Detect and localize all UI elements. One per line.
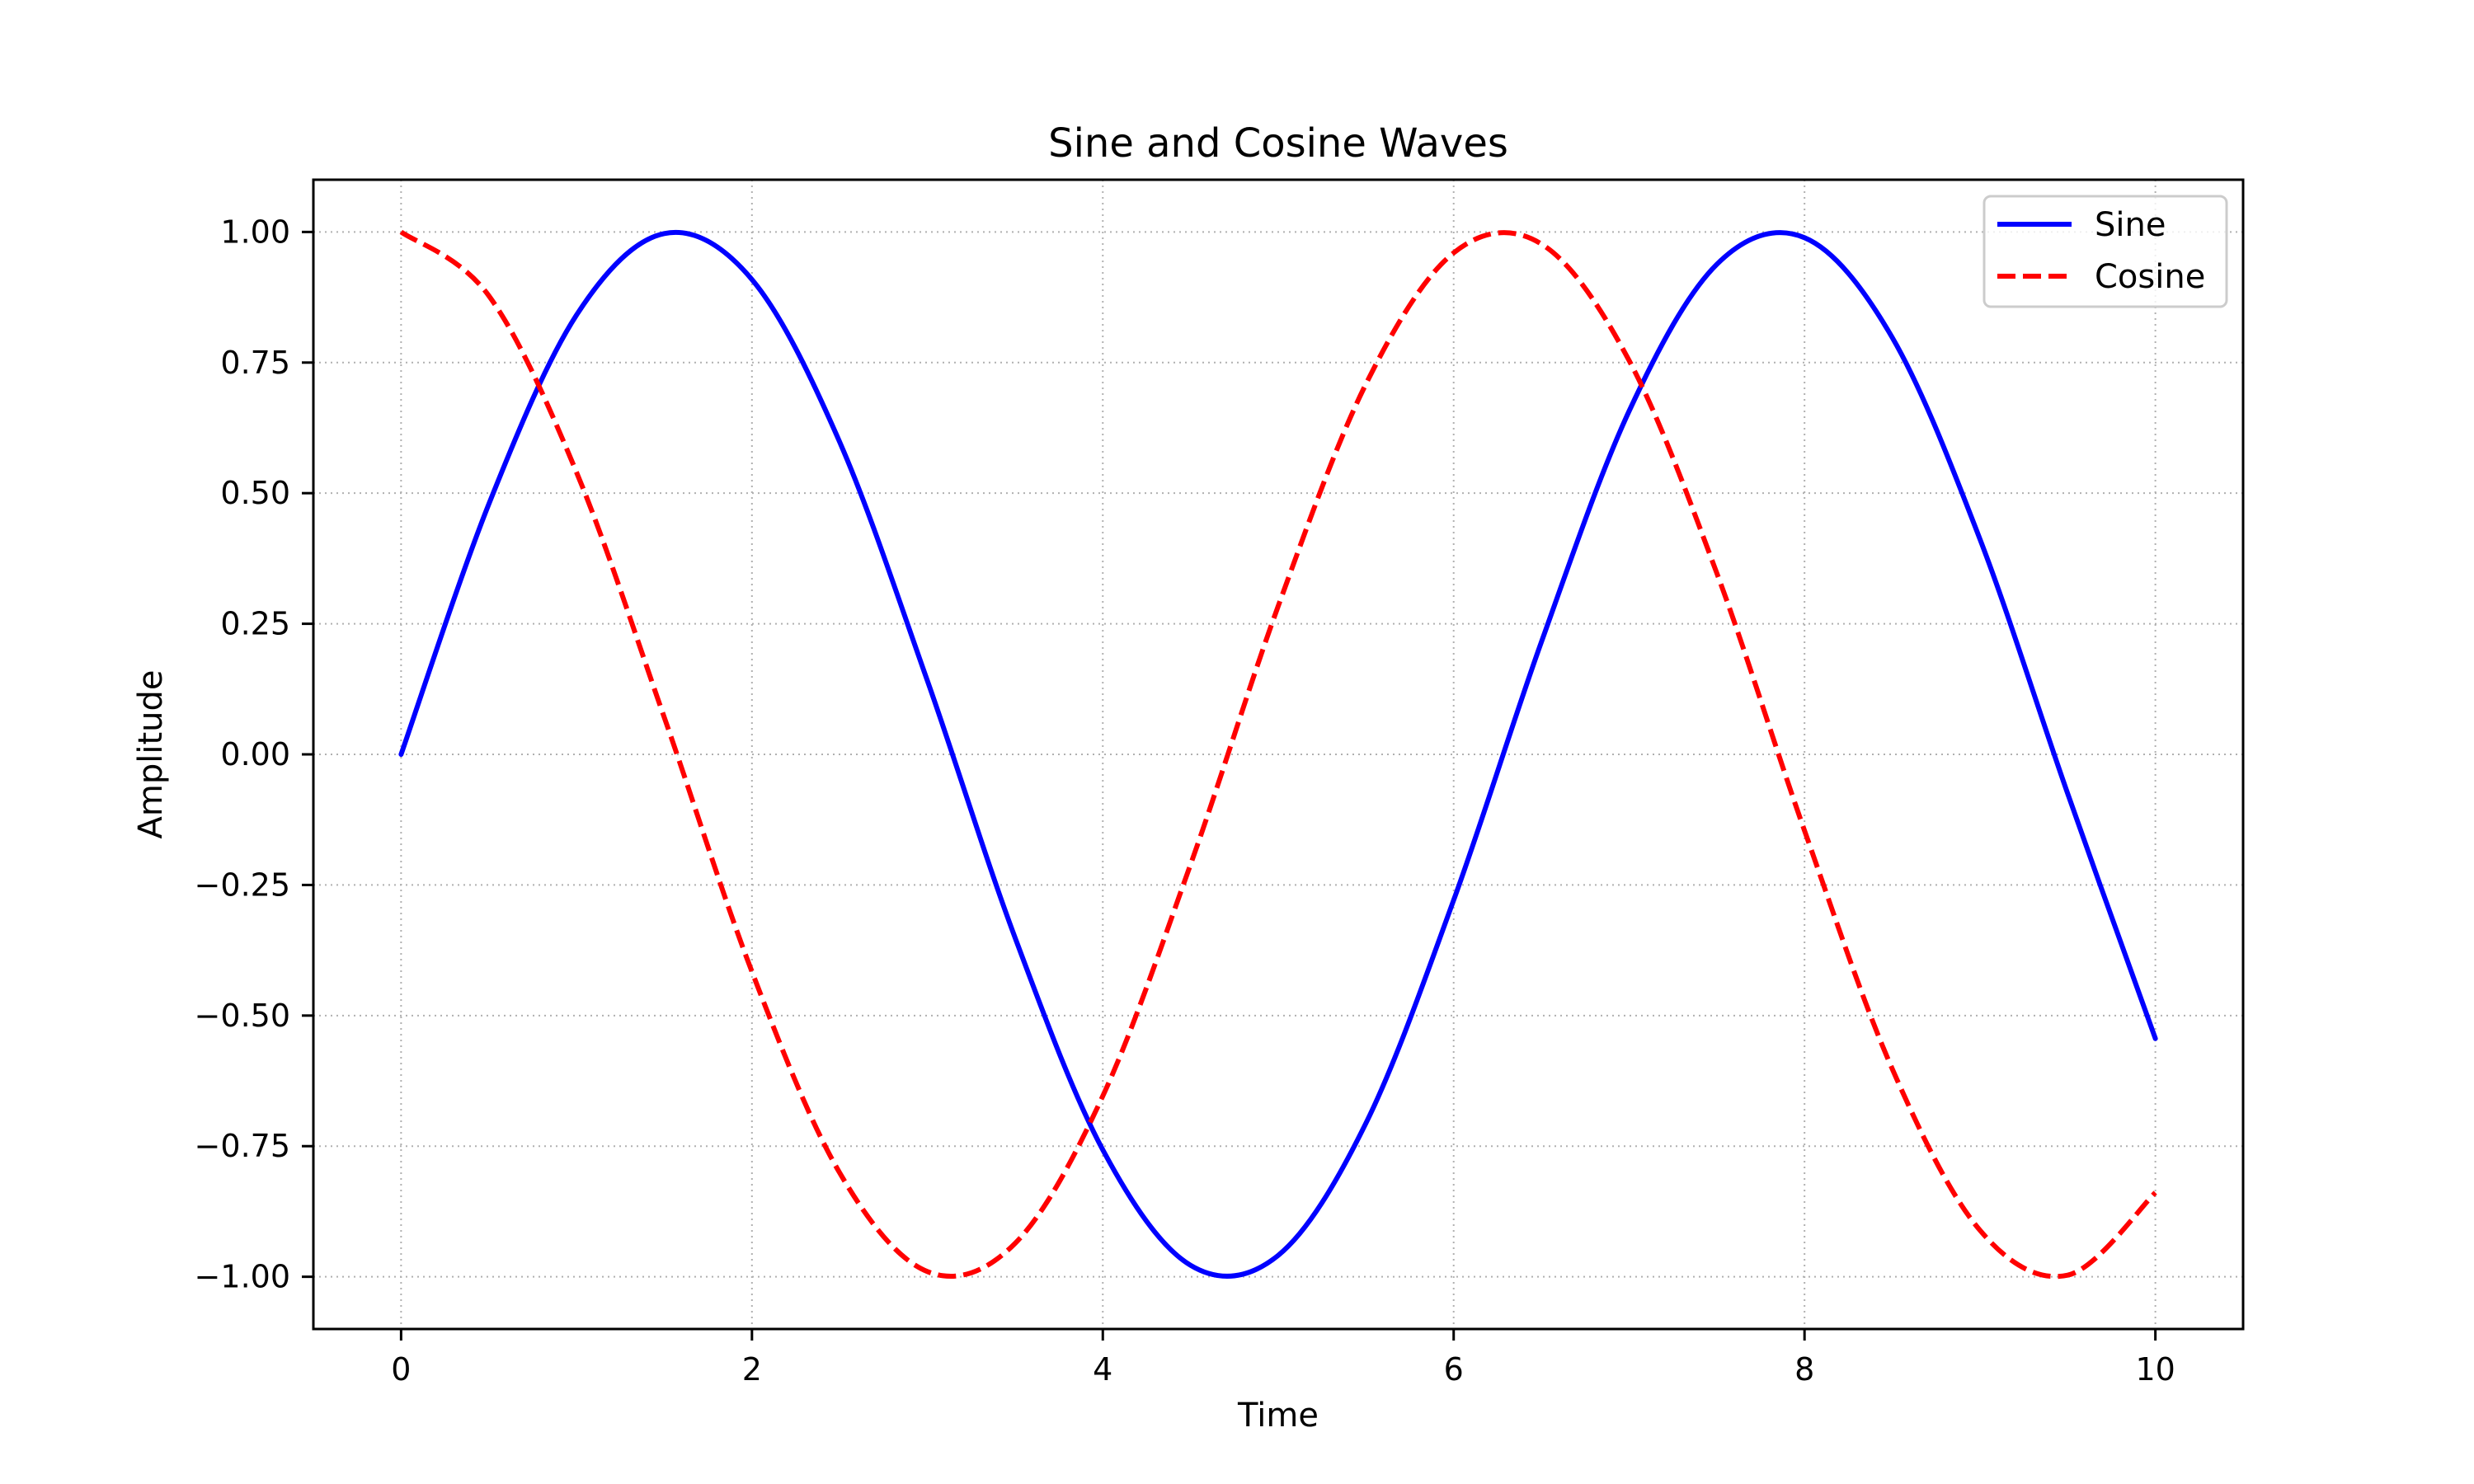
x-tick-label: 6 xyxy=(1444,1351,1464,1388)
y-tick-label: −0.75 xyxy=(195,1128,290,1164)
y-tick-label: 0.25 xyxy=(220,606,290,642)
series-line-sine xyxy=(398,229,2158,1279)
legend: Sine Cosine xyxy=(1982,195,2228,308)
legend-label-sine: Sine xyxy=(2095,206,2166,244)
y-axis-label: Amplitude xyxy=(132,670,170,839)
y-tick-label: 0.00 xyxy=(220,736,290,773)
y-tick-label: −1.00 xyxy=(195,1259,290,1295)
y-tick-label: 0.75 xyxy=(220,345,290,381)
series-layer xyxy=(398,229,2158,1280)
x-tick-label: 4 xyxy=(1093,1351,1112,1388)
x-tick-label: 10 xyxy=(2135,1351,2175,1388)
y-tick-label: 1.00 xyxy=(220,214,290,250)
tick-layer: 0 2 4 6 8 10 1.00 0.75 0.50 0.25 0.00 −0.25 −0.50 −0.… xyxy=(195,214,2175,1388)
grid-layer xyxy=(313,180,2243,1329)
legend-label-cosine: Cosine xyxy=(2095,258,2205,296)
y-tick-label: 0.50 xyxy=(220,475,290,511)
series-line-cosine xyxy=(399,229,2157,1280)
y-tick-label: −0.25 xyxy=(195,866,290,903)
y-tick-label: −0.50 xyxy=(195,998,290,1034)
x-tick-label: 0 xyxy=(391,1351,411,1388)
chart-title: Sine and Cosine Waves xyxy=(1048,120,1508,167)
x-tick-label: 2 xyxy=(742,1351,762,1388)
x-tick-label: 8 xyxy=(1794,1351,1814,1388)
x-axis-label: Time xyxy=(1237,1397,1319,1435)
